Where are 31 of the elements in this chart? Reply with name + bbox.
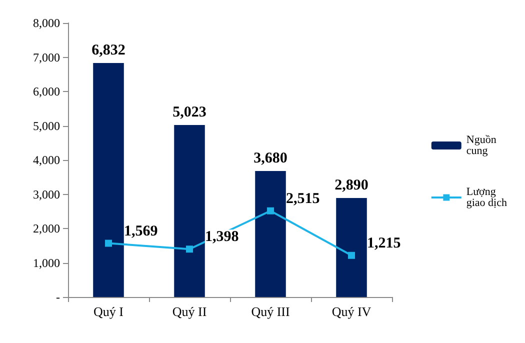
data-label: 1,215 — [367, 235, 401, 252]
x-tick-label: Quý II — [172, 304, 207, 319]
x-tick-label: Quý I — [94, 304, 124, 319]
x-tick-label: Quý III — [251, 304, 290, 319]
x-tick-label: Quý IV — [332, 304, 372, 319]
data-label: 1,398 — [205, 229, 239, 246]
y-tick-label: 2,000 — [33, 222, 60, 236]
bar — [93, 63, 124, 297]
y-tick-label: 4,000 — [33, 153, 60, 167]
point — [105, 240, 112, 247]
point — [348, 252, 355, 259]
y-tick-label: 1,000 — [33, 256, 60, 270]
bar — [336, 198, 367, 297]
data-label: 2,515 — [286, 190, 320, 207]
point — [186, 246, 193, 253]
point — [267, 207, 274, 214]
y-tick-label: 5,000 — [33, 118, 60, 133]
data-label: 1,569 — [124, 223, 158, 240]
data-label: 3,680 — [254, 150, 288, 166]
y-tick-label: 7,000 — [33, 50, 60, 64]
y-tick-label: 6,000 — [33, 84, 60, 98]
bar — [255, 170, 286, 297]
data-label: 2,890 — [334, 178, 368, 194]
data-label: 5,023 — [172, 104, 206, 120]
legend-label: Lượng giao dịch — [466, 186, 508, 209]
data-label: 6,832 — [92, 42, 126, 59]
y-tick-label: - — [56, 290, 60, 304]
legend-label: Nguồn cung — [466, 134, 500, 157]
y-tick-label: 3,000 — [33, 187, 60, 202]
y-tick-label: 8,000 — [33, 16, 60, 30]
bar — [174, 124, 205, 297]
